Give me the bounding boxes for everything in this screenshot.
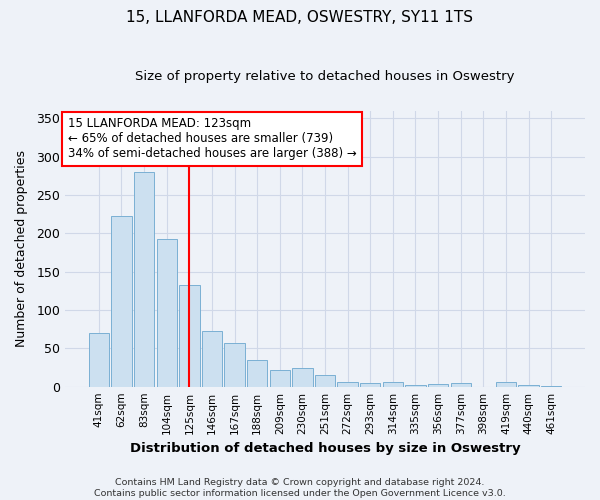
Bar (292, 368, 313, 386)
Bar (406, 385, 425, 386)
Bar (134, 172, 154, 386)
Bar (112, 216, 131, 386)
Bar (518, 385, 539, 386)
Bar (428, 384, 448, 386)
Bar (179, 284, 200, 386)
Bar (202, 330, 222, 386)
X-axis label: Distribution of detached houses by size in Oswestry: Distribution of detached houses by size … (130, 442, 520, 455)
Bar (360, 383, 380, 386)
Bar (157, 238, 177, 386)
Bar (337, 382, 358, 386)
Bar (224, 343, 245, 386)
Bar (496, 382, 516, 386)
Y-axis label: Number of detached properties: Number of detached properties (15, 150, 28, 347)
Text: Contains HM Land Registry data © Crown copyright and database right 2024.
Contai: Contains HM Land Registry data © Crown c… (94, 478, 506, 498)
Bar (383, 382, 403, 386)
Bar (89, 333, 109, 386)
Text: 15, LLANFORDA MEAD, OSWESTRY, SY11 1TS: 15, LLANFORDA MEAD, OSWESTRY, SY11 1TS (127, 10, 473, 25)
Bar (269, 370, 290, 386)
Bar (451, 383, 471, 386)
Text: 15 LLANFORDA MEAD: 123sqm
← 65% of detached houses are smaller (739)
34% of semi: 15 LLANFORDA MEAD: 123sqm ← 65% of detac… (68, 118, 356, 160)
Bar (247, 360, 268, 386)
Title: Size of property relative to detached houses in Oswestry: Size of property relative to detached ho… (135, 70, 515, 83)
Bar (315, 375, 335, 386)
